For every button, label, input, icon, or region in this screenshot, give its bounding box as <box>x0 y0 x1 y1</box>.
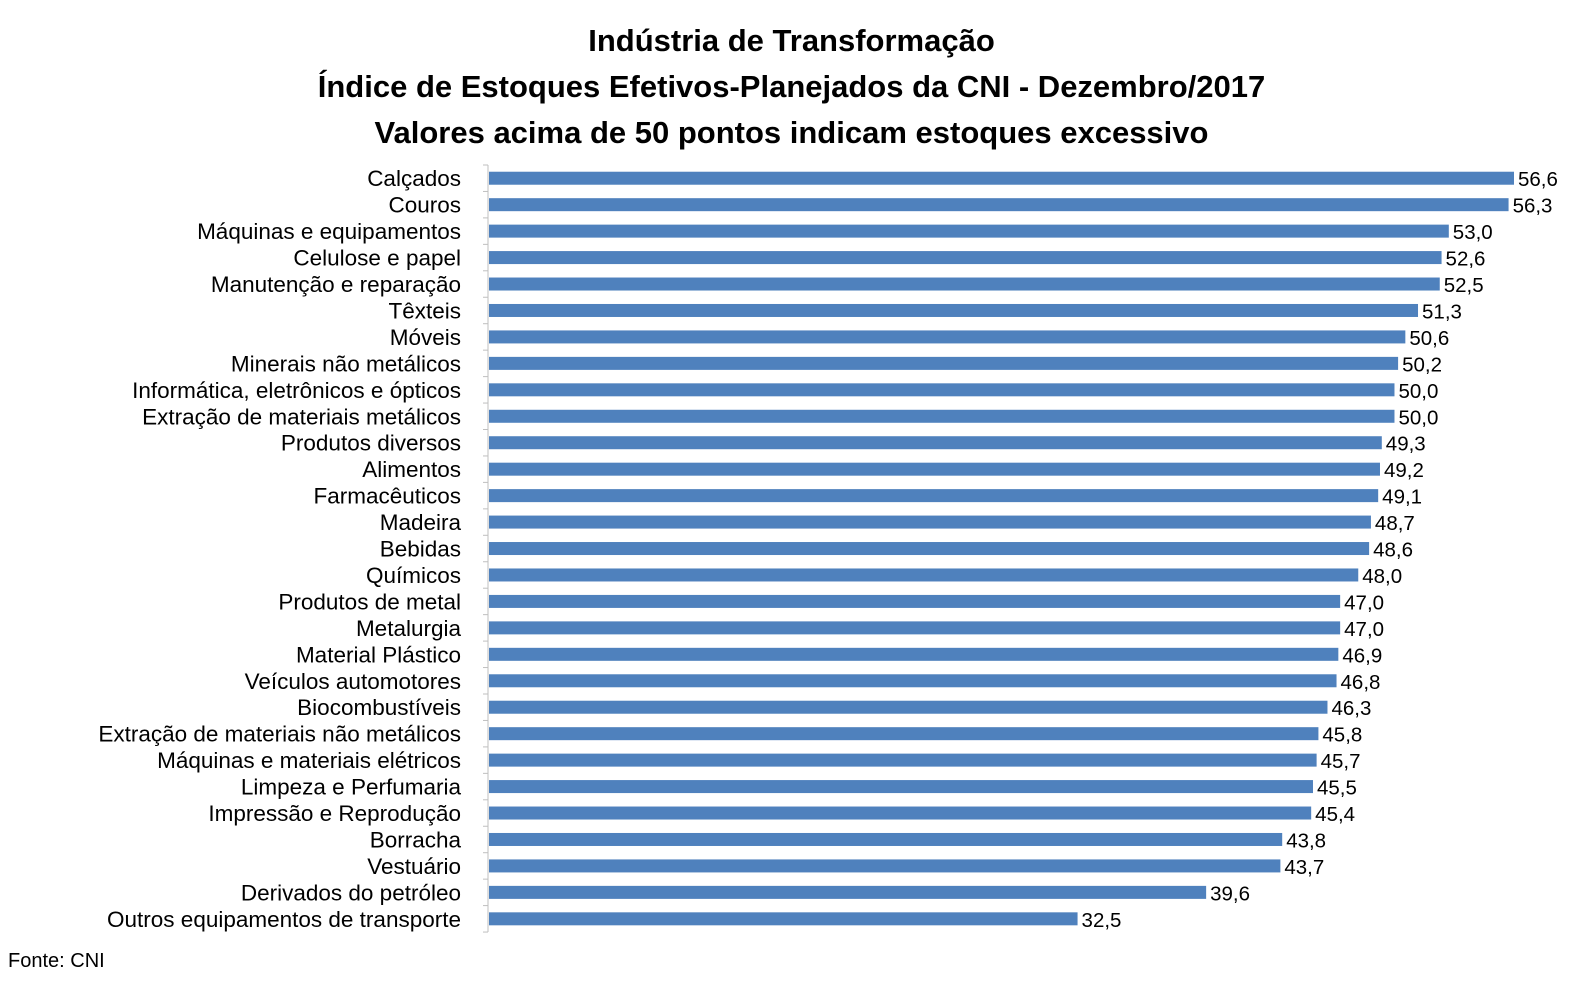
category-label: Informática, eletrônicos e ópticos <box>132 378 461 403</box>
category-label: Impressão e Reprodução <box>208 801 461 826</box>
bar <box>489 356 1399 370</box>
value-label: 52,6 <box>1446 248 1486 271</box>
source-note: Fonte: CNI <box>8 950 105 972</box>
bar <box>489 647 1339 661</box>
bar <box>489 462 1380 476</box>
category-label: Extração de materiais não metálicos <box>98 722 461 747</box>
chart-subtitle-note: Valores acima de 50 pontos indicam estoq… <box>374 115 1209 150</box>
bar <box>489 753 1317 767</box>
bar <box>489 806 1312 820</box>
bar <box>489 224 1449 238</box>
category-label: Máquinas e materiais elétricos <box>157 748 461 773</box>
value-label: 43,8 <box>1286 829 1326 852</box>
value-label: 48,7 <box>1375 512 1415 535</box>
value-label: 46,3 <box>1331 697 1371 720</box>
bar <box>489 436 1382 450</box>
bar <box>489 542 1370 556</box>
category-label: Biocombustíveis <box>297 695 461 720</box>
bar <box>489 859 1281 873</box>
category-label: Bebidas <box>380 537 461 562</box>
value-label: 46,8 <box>1341 671 1381 694</box>
value-label: 56,6 <box>1518 168 1558 191</box>
axis-layer <box>483 164 489 933</box>
category-label: Derivados do petróleo <box>241 880 461 905</box>
value-label: 45,4 <box>1315 803 1355 826</box>
category-label: Produtos de metal <box>278 589 461 614</box>
category-label: Celulose e papel <box>293 246 461 271</box>
category-label: Móveis <box>390 325 461 350</box>
bar <box>489 674 1337 688</box>
bar <box>489 383 1395 397</box>
category-label: Vestuário <box>367 854 461 879</box>
chart-subtitle: Índice de Estoques Efetivos-Planejados d… <box>317 69 1266 104</box>
bar <box>489 568 1359 582</box>
category-label: Borracha <box>370 827 462 852</box>
bar <box>489 409 1395 423</box>
category-label: Produtos diversos <box>281 431 461 456</box>
category-label: Minerais não metálicos <box>231 351 461 376</box>
value-label: 51,3 <box>1422 300 1462 323</box>
value-label: 50,0 <box>1398 406 1438 429</box>
category-label: Máquinas e equipamentos <box>197 219 461 244</box>
category-label: Extração de materiais metálicos <box>142 404 461 429</box>
category-label: Manutenção e reparação <box>211 272 461 297</box>
bar <box>489 780 1313 794</box>
bar <box>489 198 1509 212</box>
value-label: 47,0 <box>1344 618 1384 641</box>
bar <box>489 515 1371 529</box>
bar <box>489 251 1442 265</box>
category-label: Químicos <box>366 563 461 588</box>
value-label: 48,6 <box>1373 539 1413 562</box>
category-label: Outros equipamentos de transporte <box>107 907 461 932</box>
bar <box>489 885 1207 899</box>
value-label: 45,7 <box>1321 750 1361 773</box>
chart-title-block: Indústria de Transformação Índice de Est… <box>0 18 1583 156</box>
value-label: 53,0 <box>1453 221 1493 244</box>
bar <box>489 171 1514 185</box>
category-label: Couros <box>388 193 461 218</box>
category-label: Têxteis <box>388 298 461 323</box>
value-label: 49,1 <box>1382 486 1422 509</box>
bar <box>489 594 1341 608</box>
category-label: Veículos automotores <box>245 669 461 694</box>
value-label: 52,5 <box>1444 274 1484 297</box>
value-label: 48,0 <box>1362 565 1402 588</box>
value-label: 43,7 <box>1284 856 1324 879</box>
value-label: 45,8 <box>1322 724 1362 747</box>
bar <box>489 277 1440 291</box>
bar <box>489 727 1319 741</box>
category-label: Limpeza e Perfumaria <box>241 775 462 800</box>
category-label: Alimentos <box>362 457 461 482</box>
bar <box>489 330 1406 344</box>
category-label: Material Plástico <box>296 642 461 667</box>
value-label: 49,3 <box>1386 433 1426 456</box>
category-label: Calçados <box>367 166 461 191</box>
value-label: 50,0 <box>1398 380 1438 403</box>
bar <box>489 912 1078 926</box>
value-label: 32,5 <box>1082 909 1122 932</box>
value-label: 45,5 <box>1317 777 1357 800</box>
category-label: Madeira <box>380 510 462 535</box>
bar <box>489 621 1341 635</box>
category-label: Farmacêuticos <box>313 484 461 509</box>
bars-layer <box>489 171 1514 926</box>
bar <box>489 700 1328 714</box>
bar <box>489 489 1379 503</box>
bar <box>489 832 1283 846</box>
value-label: 47,0 <box>1344 591 1384 614</box>
value-label: 50,6 <box>1409 327 1449 350</box>
chart-title: Indústria de Transformação <box>588 23 995 58</box>
bar <box>489 303 1419 317</box>
value-label: 50,2 <box>1402 353 1442 376</box>
labels-layer: Calçados 56,6 Couros 56,3 Máquinas e equipam… <box>98 166 1558 932</box>
value-label: 39,6 <box>1210 882 1250 905</box>
category-label: Metalurgia <box>356 616 462 641</box>
value-label: 49,2 <box>1384 459 1424 482</box>
value-label: 46,9 <box>1342 644 1382 667</box>
value-label: 56,3 <box>1513 195 1553 218</box>
